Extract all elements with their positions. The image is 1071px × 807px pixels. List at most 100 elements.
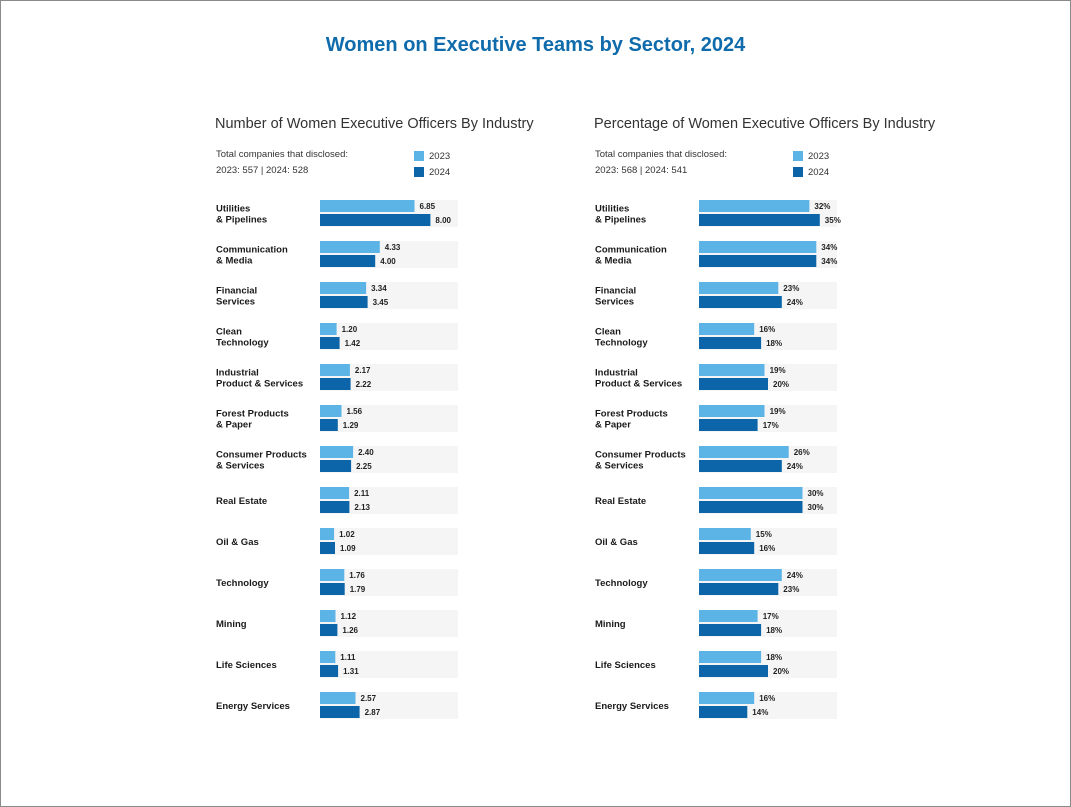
data-label-2023: 3.34	[371, 284, 387, 293]
data-label-2023: 6.85	[420, 202, 436, 211]
bar-2023	[320, 651, 336, 663]
category-label: Consumer Products & Services	[595, 450, 686, 472]
category-label: Utilities & Pipelines	[595, 204, 646, 226]
category-group: Clean Technology 16% 18%	[595, 323, 837, 350]
data-label-2024: 17%	[763, 421, 779, 430]
category-label-line: Consumer Products	[595, 450, 686, 461]
data-label-2023: 2.11	[354, 489, 370, 498]
category-label: Life Sciences	[595, 660, 656, 671]
bar-2023	[699, 323, 755, 335]
category-label-line: & Paper	[595, 420, 631, 431]
bar-2024	[320, 706, 360, 718]
bar-track	[320, 405, 458, 432]
bar-2023	[320, 241, 380, 253]
bar-track	[320, 610, 458, 637]
category-label: Clean Technology	[216, 327, 269, 349]
category-label: Technology	[216, 578, 269, 589]
bar-2024	[320, 214, 431, 226]
data-label-2024: 18%	[766, 339, 782, 348]
category-label: Mining	[216, 619, 247, 630]
data-label-2024: 1.29	[343, 421, 359, 430]
bar-2023	[320, 364, 350, 376]
bar-2024	[320, 460, 352, 472]
category-group: Technology 1.76 1.79	[216, 569, 458, 596]
category-label-line: Forest Products	[595, 409, 668, 420]
bar-2023	[699, 610, 758, 622]
data-label-2023: 19%	[770, 366, 786, 375]
category-label-line: Communication	[216, 245, 288, 256]
bar-2023	[699, 200, 810, 212]
bar-2023	[320, 569, 345, 581]
data-label-2024: 1.26	[342, 626, 358, 635]
category-group: Mining 1.12 1.26	[216, 610, 458, 637]
category-label: Mining	[595, 619, 626, 630]
bar-track	[320, 528, 458, 555]
legend-item-2024: 2024	[793, 164, 829, 180]
data-label-2024: 23%	[783, 585, 799, 594]
category-label-line: & Pipelines	[216, 215, 267, 226]
bar-chart-count: Utilities & Pipelines 6.85 8.00 Communicatio…	[216, 200, 458, 719]
category-label-line: Industrial	[216, 368, 259, 379]
category-label-line: Utilities	[595, 204, 629, 215]
legend-swatch-2023	[793, 151, 803, 161]
category-label: Financial Services	[595, 286, 636, 308]
category-label: Energy Services	[595, 701, 669, 712]
category-label: Real Estate	[595, 496, 646, 507]
bar-2024	[699, 460, 782, 472]
bar-2023	[699, 282, 779, 294]
bar-2023	[320, 200, 415, 212]
bar-2024	[699, 501, 803, 513]
bar-2023	[699, 241, 817, 253]
data-label-2023: 19%	[770, 407, 786, 416]
bar-2024	[699, 337, 762, 349]
data-label-2024: 1.09	[340, 544, 356, 553]
category-label: Industrial Product & Services	[595, 368, 682, 390]
category-label: Financial Services	[216, 286, 257, 308]
bar-2023	[699, 487, 803, 499]
category-group: Utilities & Pipelines 6.85 8.00	[216, 200, 458, 227]
data-label-2024: 2.13	[354, 503, 370, 512]
data-label-2024: 2.87	[365, 708, 381, 717]
category-label-line: Services	[216, 297, 255, 308]
data-label-2023: 32%	[814, 202, 830, 211]
bar-2024	[320, 296, 368, 308]
category-group: Forest Products & Paper 19% 17%	[595, 405, 837, 432]
legend-swatch-2024	[414, 167, 424, 177]
data-label-2024: 24%	[787, 298, 803, 307]
data-label-2024: 24%	[787, 462, 803, 471]
category-group: Technology 24% 23%	[595, 569, 837, 596]
bar-2024	[699, 583, 779, 595]
data-label-2023: 1.02	[339, 530, 355, 539]
data-label-2024: 16%	[759, 544, 775, 553]
category-group: Mining 17% 18%	[595, 610, 837, 637]
disclosed-values: 2023: 557 | 2024: 528	[216, 165, 309, 176]
category-label-line: Utilities	[216, 204, 250, 215]
category-group: Oil & Gas 15% 16%	[595, 528, 837, 555]
category-group: Industrial Product & Services 2.17 2.22	[216, 364, 458, 391]
data-label-2024: 18%	[766, 626, 782, 635]
disclosed-values: 2023: 568 | 2024: 541	[595, 165, 688, 176]
panel-title: Percentage of Women Executive Officers B…	[594, 116, 936, 132]
bar-2023	[699, 528, 751, 540]
category-label-line: Technology	[216, 338, 269, 349]
category-group: Communication & Media 4.33 4.00	[216, 241, 458, 268]
data-label-2023: 15%	[756, 530, 772, 539]
data-label-2024: 30%	[808, 503, 824, 512]
data-label-2023: 2.57	[361, 694, 377, 703]
category-label: Oil & Gas	[216, 537, 259, 548]
category-label-line: & Services	[216, 461, 265, 472]
bar-2024	[320, 378, 351, 390]
bar-2023	[320, 487, 350, 499]
category-label-line: Communication	[595, 245, 667, 256]
category-label-line: & Pipelines	[595, 215, 646, 226]
legend-item-2023: 2023	[793, 148, 829, 164]
category-label-line: Consumer Products	[216, 450, 307, 461]
bar-2023	[699, 569, 782, 581]
category-label-line: & Services	[595, 461, 644, 472]
data-label-2023: 4.33	[385, 243, 401, 252]
bar-2024	[320, 624, 338, 636]
bar-2023	[320, 610, 336, 622]
legend-swatch-2024	[793, 167, 803, 177]
category-label: Energy Services	[216, 701, 290, 712]
data-label-2023: 34%	[821, 243, 837, 252]
